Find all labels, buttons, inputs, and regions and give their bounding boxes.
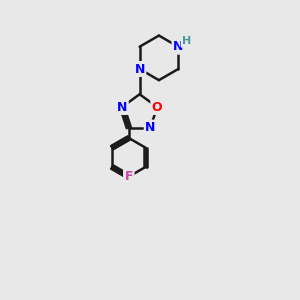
Text: N: N	[117, 100, 127, 113]
Text: N: N	[145, 121, 156, 134]
Text: F: F	[124, 170, 133, 183]
Text: N: N	[134, 62, 145, 76]
Text: N: N	[173, 40, 183, 53]
Text: O: O	[152, 100, 162, 113]
Text: H: H	[182, 36, 191, 46]
